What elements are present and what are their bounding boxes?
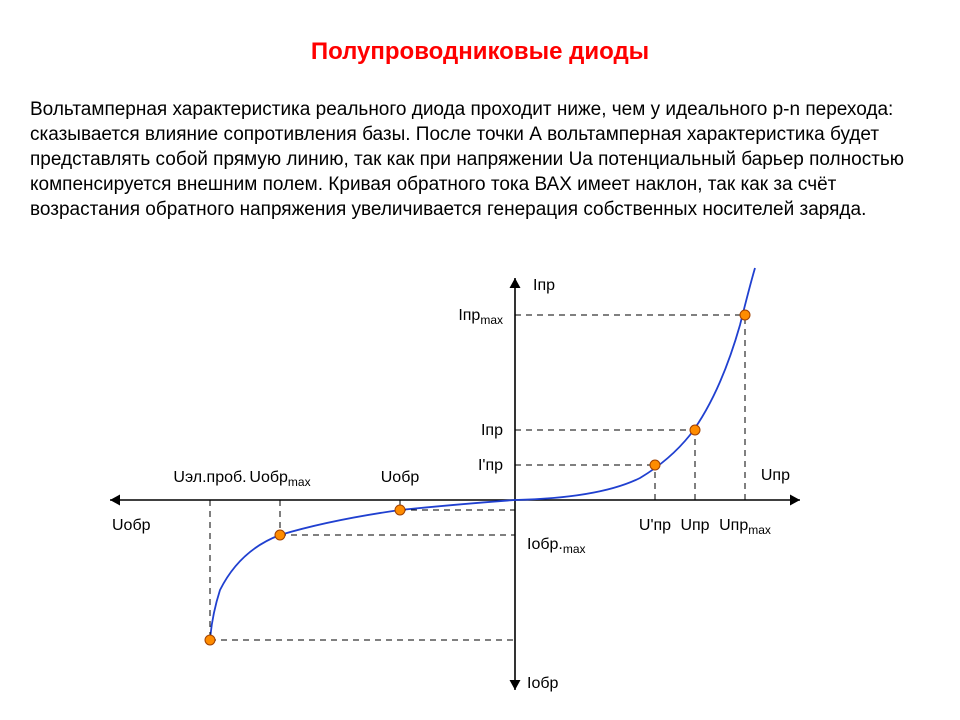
svg-text:Iпр: Iпр: [533, 277, 555, 294]
svg-text:U'пр: U'пр: [639, 517, 671, 534]
svg-text:Iпрmax: Iпрmax: [458, 307, 503, 327]
svg-text:Iобр.max: Iобр.max: [527, 536, 586, 556]
svg-text:Uпр: Uпр: [680, 517, 709, 534]
svg-text:Iпр: Iпр: [481, 422, 503, 439]
page-title: Полупроводниковые диоды: [0, 38, 960, 66]
svg-text:Uобр: Uобр: [381, 469, 420, 486]
svg-text:Uэл.проб.: Uэл.проб.: [173, 469, 246, 486]
svg-text:Iобр: Iобр: [527, 675, 559, 692]
svg-text:Uпрmax: Uпрmax: [719, 517, 771, 537]
iv-chart: Uпр Iпр Iобр Uобр I'пр U'пр Iпр Uпр Iпрmax Uпрmax…: [100, 260, 900, 700]
svg-text:Uпр: Uпр: [761, 467, 790, 484]
svg-text:Uобр: Uобр: [112, 517, 151, 534]
svg-text:I'пр: I'пр: [478, 457, 503, 474]
svg-text:Uобрmax: Uобрmax: [249, 469, 310, 489]
iv-svg: Uпр Iпр Iобр Uобр I'пр U'пр Iпр Uпр Iпрmax Uпрmax…: [100, 260, 900, 700]
paragraph: Вольтамперная характеристика реального д…: [30, 97, 940, 222]
